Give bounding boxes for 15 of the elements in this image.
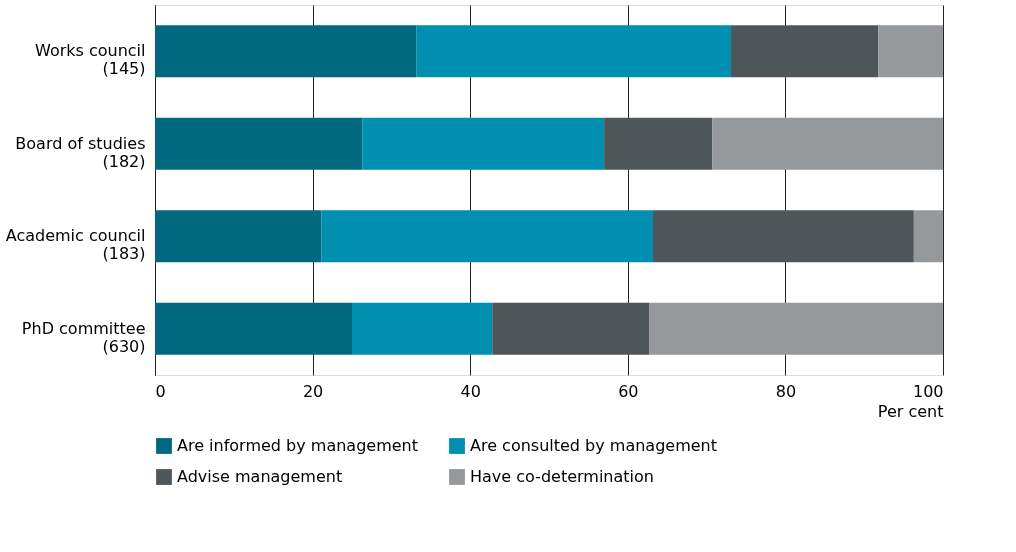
x-tick-label: 100 [912,381,944,401]
x-tick-label: 60 [618,381,639,401]
x-tick-label: 80 [775,381,797,401]
x-tick-label: 40 [460,381,481,401]
legend-label: Are informed by management [177,436,418,455]
y-tick-label: PhD committee (630) [21,318,146,356]
legend-label: Are consulted by management [470,436,717,455]
x-axis-title: Per cent [877,401,944,421]
y-tick-label: Works council (145) [35,41,146,79]
legend-label: Have co-determination [470,467,654,486]
x-tick-label: 0 [155,381,166,401]
legend-label: Advise management [177,467,343,486]
y-tick-label: Board of studies (182) [15,133,146,171]
x-tick-label: 20 [302,381,324,401]
y-tick-label: Academic council (183) [5,226,146,264]
